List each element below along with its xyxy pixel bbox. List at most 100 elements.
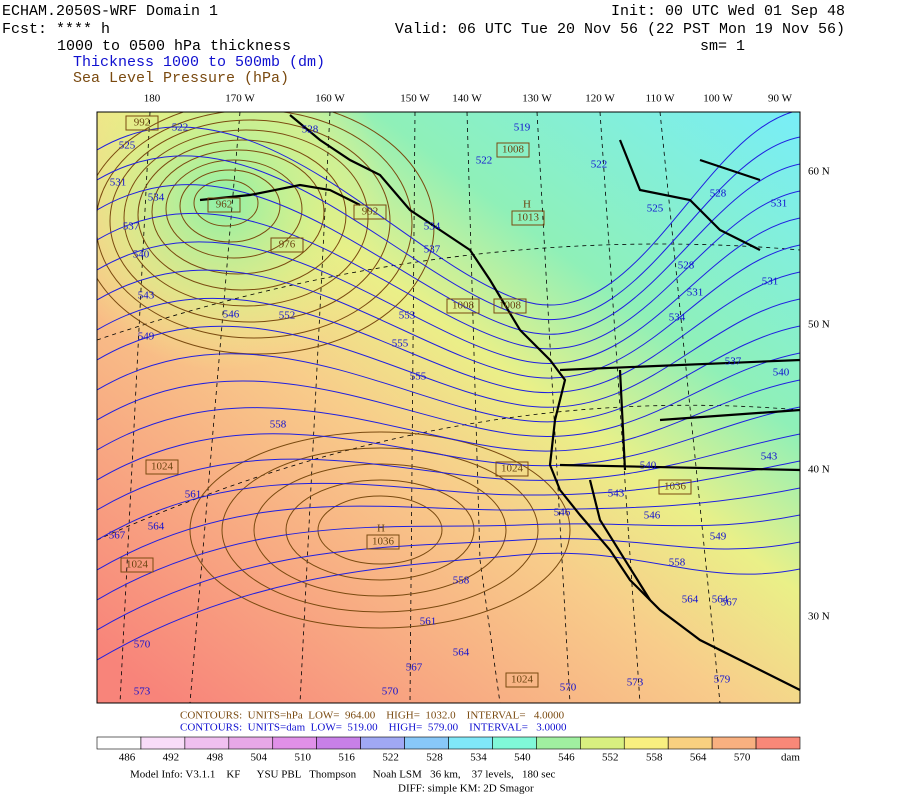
pressure-label-box: [125, 115, 159, 131]
init-time: Init: 00 UTC Wed 01 Sep 48: [611, 3, 845, 20]
thickness-label: 522: [172, 122, 189, 134]
thickness-label: 573: [627, 677, 644, 689]
thickness-label: 543: [608, 488, 625, 500]
colorbar-swatch: [536, 736, 581, 750]
thickness-legend: Thickness 1000 to 500mb (dm): [73, 54, 325, 71]
thickness-label: 534: [148, 192, 165, 204]
longitude-label: 100 W: [703, 93, 733, 105]
thickness-label: 534: [424, 221, 441, 233]
thickness-contour: [97, 136, 800, 321]
thickness-label: 570: [134, 639, 151, 651]
colorbar-label: 570: [734, 752, 751, 764]
pressure-label: 992: [362, 206, 379, 218]
colorbar-label: 498: [207, 752, 224, 764]
colorbar-label: 522: [382, 752, 399, 764]
colorbar-swatch: [184, 736, 230, 750]
pressure-label: 1008: [502, 144, 525, 156]
thickness-label: 525: [647, 203, 664, 215]
thickness-label: 528: [710, 188, 727, 200]
pressure-label: 1008: [499, 300, 522, 312]
colorbar-label: 534: [470, 752, 487, 764]
thickness-label: 558: [270, 419, 287, 431]
thickness-label: 579: [714, 674, 731, 686]
colorbar-label: 516: [338, 752, 355, 764]
thickness-label: 564: [712, 594, 729, 606]
forecast-hour: Fcst: **** h: [2, 21, 110, 38]
thickness-label: 531: [771, 198, 788, 210]
longitude-label: 180: [144, 93, 161, 105]
pressure-contour: [285, 479, 475, 581]
colorbar-label: 552: [602, 752, 619, 764]
thickness-label: 534: [669, 312, 686, 324]
longitude-label: 110 W: [645, 93, 675, 105]
pressure-label-box: [495, 461, 529, 477]
colorbar-label: 528: [426, 752, 443, 764]
pressure-label-box: [145, 459, 179, 475]
thickness-label: 537: [424, 244, 441, 256]
thickness-contour: [97, 487, 800, 571]
thickness-label: 543: [138, 290, 155, 302]
latitude-label: 60 N: [808, 166, 830, 178]
thickness-label: 564: [682, 594, 699, 606]
colorbar-swatch: [755, 736, 801, 750]
diff-info: DIFF: simple KM: 2D Smagor: [398, 783, 534, 795]
latitude-label: 40 N: [808, 464, 830, 476]
map-frame: [96, 111, 801, 704]
thickness-contour: [97, 352, 800, 437]
model-title: ECHAM.2050S-WRF Domain 1: [2, 3, 218, 20]
thickness-label: 537: [123, 221, 140, 233]
pressure-contour: [123, 129, 369, 307]
pressure-label: 1013: [517, 212, 540, 224]
thickness-label: 543: [761, 451, 778, 463]
thickness-label: 567: [406, 662, 423, 674]
pressure-contour: [193, 179, 259, 227]
pressure-label-box: [493, 298, 527, 314]
colorbar-label: 546: [558, 752, 575, 764]
pressure-label-box: [270, 237, 304, 253]
pressure-contour: [179, 169, 281, 243]
thickness-label: 525: [119, 140, 136, 152]
colorbar: 486 492 498 504 510 516 522 528 534 540 546 552 558 5…: [96, 736, 801, 764]
pressure-label-box: [446, 298, 480, 314]
thickness-label: 558: [669, 557, 686, 569]
thickness-contour: [97, 112, 795, 306]
thickness-contour: [97, 552, 800, 661]
colorbar-swatch: [140, 736, 186, 750]
thickness-label: 558: [453, 575, 470, 587]
pressure-label: 1036: [372, 536, 395, 548]
thickness-label: 570: [560, 682, 577, 694]
latitude-label: 30 N: [808, 611, 830, 623]
thickness-label: 522: [476, 155, 493, 167]
thickness-label: 552: [279, 310, 296, 322]
longitude-label: 140 W: [452, 93, 482, 105]
pressure-label-box: [496, 142, 530, 158]
thickness-contour: [97, 460, 800, 541]
thickness-contour: [97, 217, 800, 364]
colorbar-swatch: [711, 736, 757, 750]
colorbar-swatch: [360, 736, 405, 750]
pressure-label: 1036: [664, 481, 687, 493]
pressure-label-box: [120, 557, 154, 573]
colorbar-label: 486: [119, 752, 136, 764]
thickness-label: 540: [640, 460, 657, 472]
thickness-label: 528: [678, 260, 695, 272]
model-info: Model Info: V3.1.1 KF YSU PBL Thompson N…: [130, 769, 555, 781]
colorbar-swatch: [448, 736, 493, 750]
pressure-label-box: [658, 479, 692, 495]
thickness-label: 546: [223, 309, 240, 321]
thickness-label: 522: [591, 159, 608, 171]
thickness-label: 570: [382, 686, 399, 698]
longitude-label: 90 W: [768, 93, 793, 105]
thickness-label: 549: [138, 331, 155, 343]
colorbar-swatch: [272, 736, 317, 750]
thickness-label: 528: [302, 124, 319, 136]
colorbar-label: 564: [690, 752, 707, 764]
pressure-contour: [109, 119, 391, 323]
pressure-contour: [189, 431, 571, 629]
pressure-contour: [317, 495, 443, 565]
pressure-label: 1024: [151, 461, 174, 473]
pressure-contour: [253, 463, 507, 597]
high-marker: H: [377, 523, 385, 535]
pressure-label: 992: [134, 117, 151, 129]
thickness-contour: [97, 271, 800, 394]
